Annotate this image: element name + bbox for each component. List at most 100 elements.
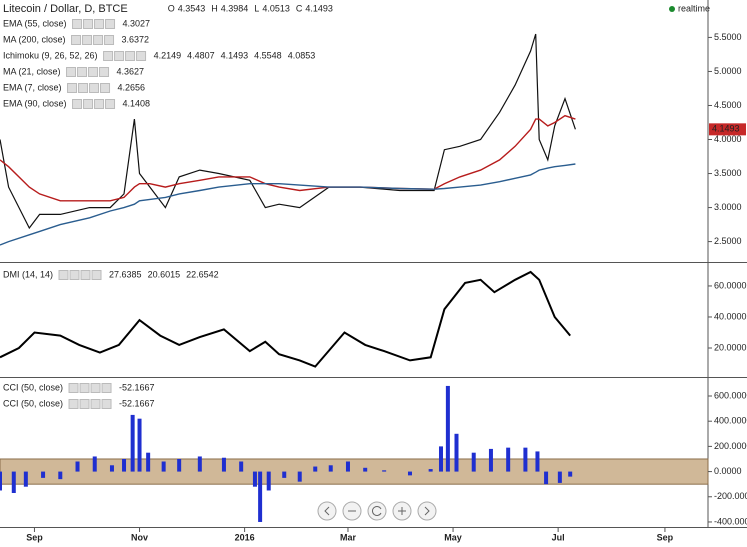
- cci-bar: [428, 469, 433, 472]
- legend-button[interactable]: [78, 83, 89, 93]
- legend-name: Ichimoku (9, 26, 52, 26): [3, 50, 98, 60]
- legend-button[interactable]: [88, 67, 99, 77]
- scroll-right-button[interactable]: [417, 501, 437, 521]
- ohlc-label: L: [254, 3, 259, 13]
- cci-bar: [109, 465, 114, 472]
- legend-button[interactable]: [72, 99, 83, 109]
- legend-button[interactable]: [79, 383, 90, 393]
- legend-button[interactable]: [94, 99, 105, 109]
- cci-band: [0, 458, 709, 485]
- legend-button[interactable]: [82, 35, 93, 45]
- legend-button[interactable]: [103, 51, 114, 61]
- legend-button[interactable]: [80, 270, 91, 280]
- legend-name: EMA (7, close): [3, 82, 62, 92]
- legend-button[interactable]: [104, 35, 115, 45]
- ohlc-value: 4.1493: [305, 3, 333, 13]
- legend-button[interactable]: [58, 270, 69, 280]
- legend-button[interactable]: [101, 383, 112, 393]
- legend-value: 27.6385: [109, 269, 142, 279]
- legend-button[interactable]: [71, 35, 82, 45]
- ohlc-value: 4.3984: [221, 3, 249, 13]
- legend-name: DMI (14, 14): [3, 269, 53, 279]
- legend-button[interactable]: [114, 51, 125, 61]
- legend-button[interactable]: [68, 383, 79, 393]
- price-line: [0, 33, 576, 230]
- legend-button[interactable]: [136, 51, 147, 61]
- legend-button[interactable]: [77, 67, 88, 77]
- legend-button[interactable]: [94, 19, 105, 29]
- legend-button[interactable]: [100, 83, 111, 93]
- legend-value: 4.5548: [254, 50, 282, 60]
- legend-button[interactable]: [68, 399, 79, 409]
- legend-button[interactable]: [105, 19, 116, 29]
- y-tick-label: 5.5000: [714, 32, 742, 42]
- legend-value: 20.6015: [148, 269, 181, 279]
- cci-bar: [137, 418, 142, 472]
- legend-button[interactable]: [99, 67, 110, 77]
- cci-bar: [0, 471, 2, 491]
- y-tick-label: 3.5000: [714, 168, 742, 178]
- ohlc-label: O: [168, 3, 175, 13]
- y-tick-label: 4.5000: [714, 100, 742, 110]
- cci-bar: [345, 461, 350, 472]
- x-tick-label: Sep: [657, 532, 674, 542]
- legend-value: 3.6372: [122, 34, 150, 44]
- legend-button[interactable]: [69, 270, 80, 280]
- legend-button[interactable]: [72, 19, 83, 29]
- y-tick-label: 40.0000: [714, 311, 747, 321]
- legend-button[interactable]: [125, 51, 136, 61]
- legend-name: EMA (90, close): [3, 98, 67, 108]
- legend-value: 4.3027: [123, 18, 151, 28]
- legend-button[interactable]: [83, 19, 94, 29]
- legend-button[interactable]: [79, 399, 90, 409]
- y-tick-label: 4.0000: [714, 134, 742, 144]
- cci-bar: [177, 458, 182, 472]
- y-tick-label: 0.0000: [714, 466, 742, 476]
- cci-bar: [297, 471, 302, 482]
- legend-button[interactable]: [90, 383, 101, 393]
- scroll-left-button[interactable]: [317, 501, 337, 521]
- cci-bar: [328, 465, 333, 472]
- cci-bar: [161, 461, 166, 472]
- cci-bar: [122, 458, 127, 472]
- cci-bar: [506, 447, 511, 472]
- cci-bar: [58, 471, 63, 480]
- cci-bar: [258, 471, 263, 522]
- cci-bar: [282, 471, 287, 478]
- icon: [424, 506, 430, 516]
- x-tick-label: 2016: [235, 532, 255, 542]
- legend-button[interactable]: [101, 399, 112, 409]
- legend-value: 4.0853: [288, 50, 316, 60]
- ohlc-label: C: [296, 3, 303, 13]
- legend-value: 4.1493: [221, 50, 249, 60]
- cci-bar: [23, 471, 28, 487]
- cci-bar: [146, 452, 151, 472]
- legend-value: 4.2656: [118, 82, 146, 92]
- cci-bar: [454, 433, 459, 472]
- legend-name: MA (200, close): [3, 34, 66, 44]
- cci-bar: [266, 471, 271, 491]
- legend-name: MA (21, close): [3, 66, 61, 76]
- legend-button[interactable]: [89, 83, 100, 93]
- navigation: [317, 501, 437, 521]
- legend-value: -52.1667: [119, 398, 155, 408]
- x-tick-label: Jul: [552, 532, 565, 542]
- reset-button[interactable]: [367, 501, 387, 521]
- cci-bar: [544, 471, 549, 485]
- ohlc-value: 4.3543: [178, 3, 206, 13]
- legend-button[interactable]: [93, 35, 104, 45]
- price-tag: [709, 123, 746, 136]
- legend-button[interactable]: [66, 67, 77, 77]
- realtime-label: realtime: [678, 3, 710, 13]
- y-tick-label: 60.0000: [714, 280, 747, 290]
- legend-button[interactable]: [105, 99, 116, 109]
- cci-bar: [568, 471, 573, 477]
- legend-button[interactable]: [91, 270, 102, 280]
- y-tick-label: -400.0000: [714, 516, 747, 526]
- legend-button[interactable]: [90, 399, 101, 409]
- legend-button[interactable]: [67, 83, 78, 93]
- price-tag-label: 4.1493: [712, 124, 740, 134]
- legend-button[interactable]: [83, 99, 94, 109]
- chart-title: Litecoin / Dollar, D, BTCE: [3, 3, 128, 15]
